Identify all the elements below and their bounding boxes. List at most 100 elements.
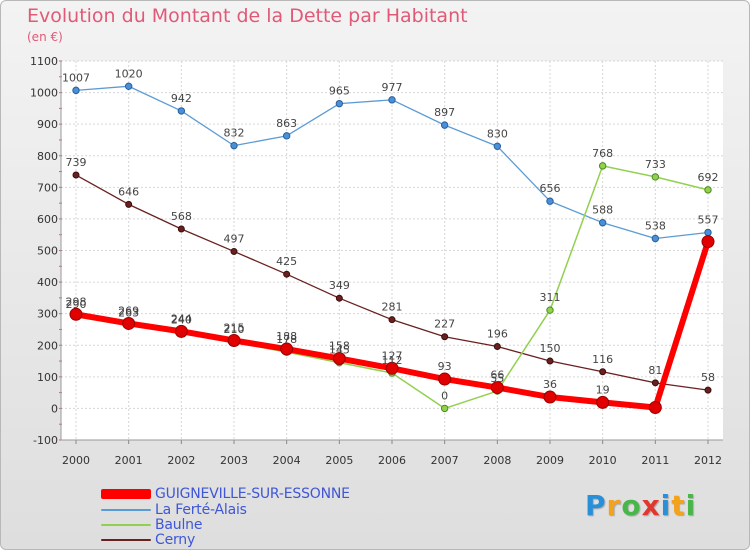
data-point-guigneville-sur-essonne [122,316,136,330]
data-point-la-ferte-alais [230,141,238,150]
chart-title: Evolution du Montant de la Dette par Hab… [27,5,468,27]
data-label: 733 [645,158,666,171]
x-tick-label: 2002 [167,454,195,467]
data-label: 81 [648,364,662,377]
data-point-cerny [441,333,449,341]
legend-swatch [101,539,151,541]
legend-swatch [101,489,151,499]
data-point-cerny [546,357,554,365]
data-point-guigneville-sur-essonne [648,400,662,414]
data-point-la-ferte-alais [388,96,396,104]
y-tick-label: 500 [37,245,58,258]
x-tick-label: 2008 [483,454,511,467]
data-label: 311 [540,291,561,304]
legend-label: La Ferté-Alais [155,502,247,518]
data-point-la-ferte-alais [440,121,449,129]
data-label: 0 [441,389,448,402]
data-point-guigneville-sur-essonne [227,334,241,348]
data-point-cerny [388,316,396,324]
data-label: 55 [490,372,504,385]
x-tick-label: 2000 [62,454,90,467]
data-label: 568 [171,210,192,223]
data-label: 425 [276,255,297,268]
data-label: 977 [382,81,403,94]
data-point-la-ferte-alais [72,86,80,95]
x-tick-label: 2001 [115,454,143,467]
data-point-cerny [283,270,291,278]
data-label: 19 [596,383,610,396]
data-point-la-ferte-alais [493,142,502,150]
data-point-baulne [440,404,449,413]
data-point-baulne [598,162,607,170]
y-tick-label: 300 [37,308,58,321]
x-tick-label: 2004 [273,454,301,467]
data-label: 188 [276,330,297,343]
y-tick-label: -100 [33,434,58,447]
legend-item-guigneville-sur-essonne: GUIGNEVILLE-SUR-ESSONNE [101,486,350,502]
x-tick-label: 2010 [589,454,617,467]
data-label: 36 [543,378,557,391]
data-point-baulne [704,186,712,194]
data-label: 863 [276,117,297,130]
y-tick-label: 700 [37,181,58,194]
data-label: 1007 [62,71,90,84]
data-label: 1020 [115,67,143,80]
proxiti-logo: Proxiti [585,489,697,522]
data-point-guigneville-sur-essonne [438,372,452,386]
data-point-baulne [651,173,660,181]
data-label: 158 [329,340,350,353]
data-point-la-ferte-alais [335,99,344,108]
data-point-guigneville-sur-essonne [69,307,83,321]
data-point-cerny [335,294,343,302]
data-label: 127 [382,349,403,362]
data-point-cerny [230,247,238,255]
data-label: 646 [118,185,139,198]
data-label: 739 [66,156,87,169]
data-point-guigneville-sur-essonne [490,381,504,395]
data-point-la-ferte-alais [546,197,554,205]
data-label: 692 [698,171,719,184]
data-point-la-ferte-alais [651,234,660,243]
y-tick-label: 200 [37,339,58,352]
data-label: 557 [698,213,719,226]
data-label: 768 [592,147,613,160]
data-point-cerny [493,343,501,351]
data-label: 281 [382,301,403,314]
y-tick-label: 400 [37,276,58,289]
data-point-cerny [704,386,712,394]
data-point-la-ferte-alais [282,132,291,140]
data-label: 240 [171,314,192,327]
data-point-guigneville-sur-essonne [543,390,557,404]
x-tick-label: 2011 [641,454,669,467]
data-label: 58 [701,371,715,384]
data-point-guigneville-sur-essonne [385,361,399,375]
y-tick-label: 1100 [30,55,58,68]
legend-label: GUIGNEVILLE-SUR-ESSONNE [155,486,350,502]
data-label: 832 [224,127,245,140]
legend-swatch [101,524,151,526]
data-label: 656 [540,182,561,195]
data-point-guigneville-sur-essonne [280,342,294,356]
data-point-cerny [599,368,607,376]
data-label: 942 [171,92,192,105]
data-label: 210 [224,323,245,336]
y-tick-label: 1000 [30,87,58,100]
data-label: 897 [434,106,455,119]
data-label: 145 [329,344,350,357]
data-point-la-ferte-alais [124,82,133,90]
data-label: 269 [118,304,139,317]
data-point-cerny [177,225,185,233]
legend-item-la-ferte-alais: La Ferté-Alais [101,502,247,518]
x-tick-label: 2003 [220,454,248,467]
x-tick-label: 2012 [694,454,722,467]
data-label: 588 [592,204,613,217]
data-label: 244 [171,312,192,325]
y-tick-label: 0 [51,402,58,415]
data-label: 112 [382,354,403,367]
x-tick-label: 2005 [325,454,353,467]
data-label: 215 [224,322,245,335]
y-tick-label: 600 [37,213,58,226]
data-label: 227 [434,318,455,331]
